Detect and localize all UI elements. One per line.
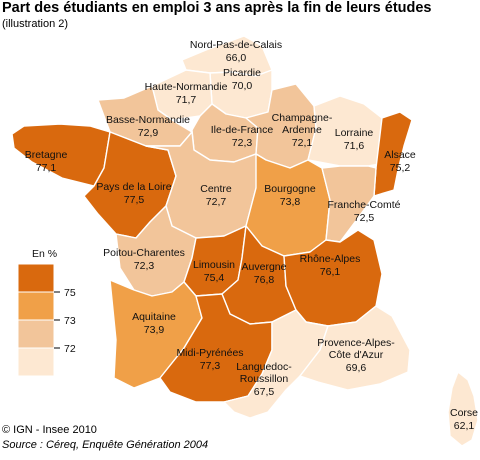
region-label-bourgogne: Bourgogne	[264, 183, 316, 195]
region-label-pays-de-la-loire: Pays de la Loire	[96, 181, 171, 193]
region-label-auvergne: Auvergne	[242, 261, 287, 273]
region-label-rhone-alpes: Rhône-Alpes	[300, 253, 361, 265]
region-value-centre: 72,7	[206, 196, 227, 208]
region-label-alsace: Alsace	[384, 149, 416, 161]
region-label-aquitaine: Aquitaine	[132, 311, 176, 323]
region-value-lorraine: 71,6	[344, 140, 365, 152]
legend-break-75: 75	[64, 287, 76, 299]
region-provence-alpes-cote-d-azur	[299, 305, 411, 391]
region-value-languedoc-roussillon: 67,5	[254, 386, 275, 398]
region-value-corse: 62,1	[454, 420, 475, 432]
region-label-languedoc-roussillon: Languedoc-Roussillon	[236, 361, 292, 385]
legend-title: En %	[32, 248, 57, 260]
legend-break-73: 73	[64, 315, 76, 327]
region-label-centre: Centre	[200, 183, 232, 195]
credit-line: © IGN - Insee 2010	[2, 424, 97, 436]
region-label-picardie: Picardie	[223, 67, 261, 79]
legend-break-72: 72	[64, 343, 76, 355]
region-value-midi-pyrenees: 77,3	[200, 360, 221, 372]
region-label-haute-normandie: Haute-Normandie	[145, 81, 228, 93]
region-label-ile-de-france: Ile-de-France	[211, 124, 274, 136]
region-franche-comte	[321, 165, 377, 243]
region-label-franche-comte: Franche-Comté	[328, 199, 401, 211]
source-line: Source : Céreq, Enquête Génération 2004	[2, 439, 209, 451]
region-value-nord-pas-de-calais: 66,0	[226, 52, 247, 64]
legend-swatch-2	[17, 291, 55, 321]
region-value-bourgogne: 73,8	[280, 196, 301, 208]
map-legend: En % 75 73 72	[17, 248, 76, 377]
region-value-haute-normandie: 71,7	[176, 94, 197, 106]
region-label-lorraine: Lorraine	[335, 127, 374, 139]
region-label-poitou-charentes: Poitou-Charentes	[103, 247, 185, 259]
region-value-picardie: 70,0	[232, 80, 253, 92]
region-value-provence-alpes-cote-d-azur: 69,6	[346, 362, 367, 374]
region-value-franche-comte: 72,5	[354, 212, 375, 224]
region-value-poitou-charentes: 72,3	[134, 260, 155, 272]
region-lorraine	[307, 95, 383, 167]
region-label-basse-normandie: Basse-Normandie	[106, 114, 190, 126]
region-label-corse: Corse	[450, 407, 478, 419]
region-label-limousin: Limousin	[193, 259, 235, 271]
region-value-basse-normandie: 72,9	[138, 127, 159, 139]
region-value-ile-de-france: 72,3	[232, 137, 253, 149]
region-label-midi-pyrenees: Midi-Pyrénées	[176, 347, 243, 359]
region-value-alsace: 75,2	[390, 162, 411, 174]
legend-swatch-4	[17, 347, 55, 377]
region-value-bretagne: 77,1	[36, 162, 57, 174]
map-title: Part des étudiants en emploi 3 ans après…	[2, 0, 432, 16]
region-label-champagne-ardenne: Champagne-Ardenne	[272, 112, 333, 136]
region-value-auvergne: 76,8	[254, 274, 275, 286]
region-value-aquitaine: 73,9	[144, 324, 165, 336]
legend-swatch-3	[17, 319, 55, 349]
legend-swatch-1	[17, 263, 55, 293]
region-corse	[447, 371, 479, 447]
region-value-pays-de-la-loire: 77,5	[124, 194, 145, 206]
map-subtitle: (illustration 2)	[2, 18, 69, 30]
region-value-limousin: 75,4	[204, 272, 225, 284]
region-label-nord-pas-de-calais: Nord-Pas-de-Calais	[190, 39, 282, 51]
region-value-champagne-ardenne: 72,1	[292, 137, 313, 149]
region-value-rhone-alpes: 76,1	[320, 266, 341, 278]
region-label-bretagne: Bretagne	[25, 149, 68, 161]
region-label-provence-alpes-cote-d-azur: Provence-Alpes-Côte d'Azur	[317, 337, 395, 361]
